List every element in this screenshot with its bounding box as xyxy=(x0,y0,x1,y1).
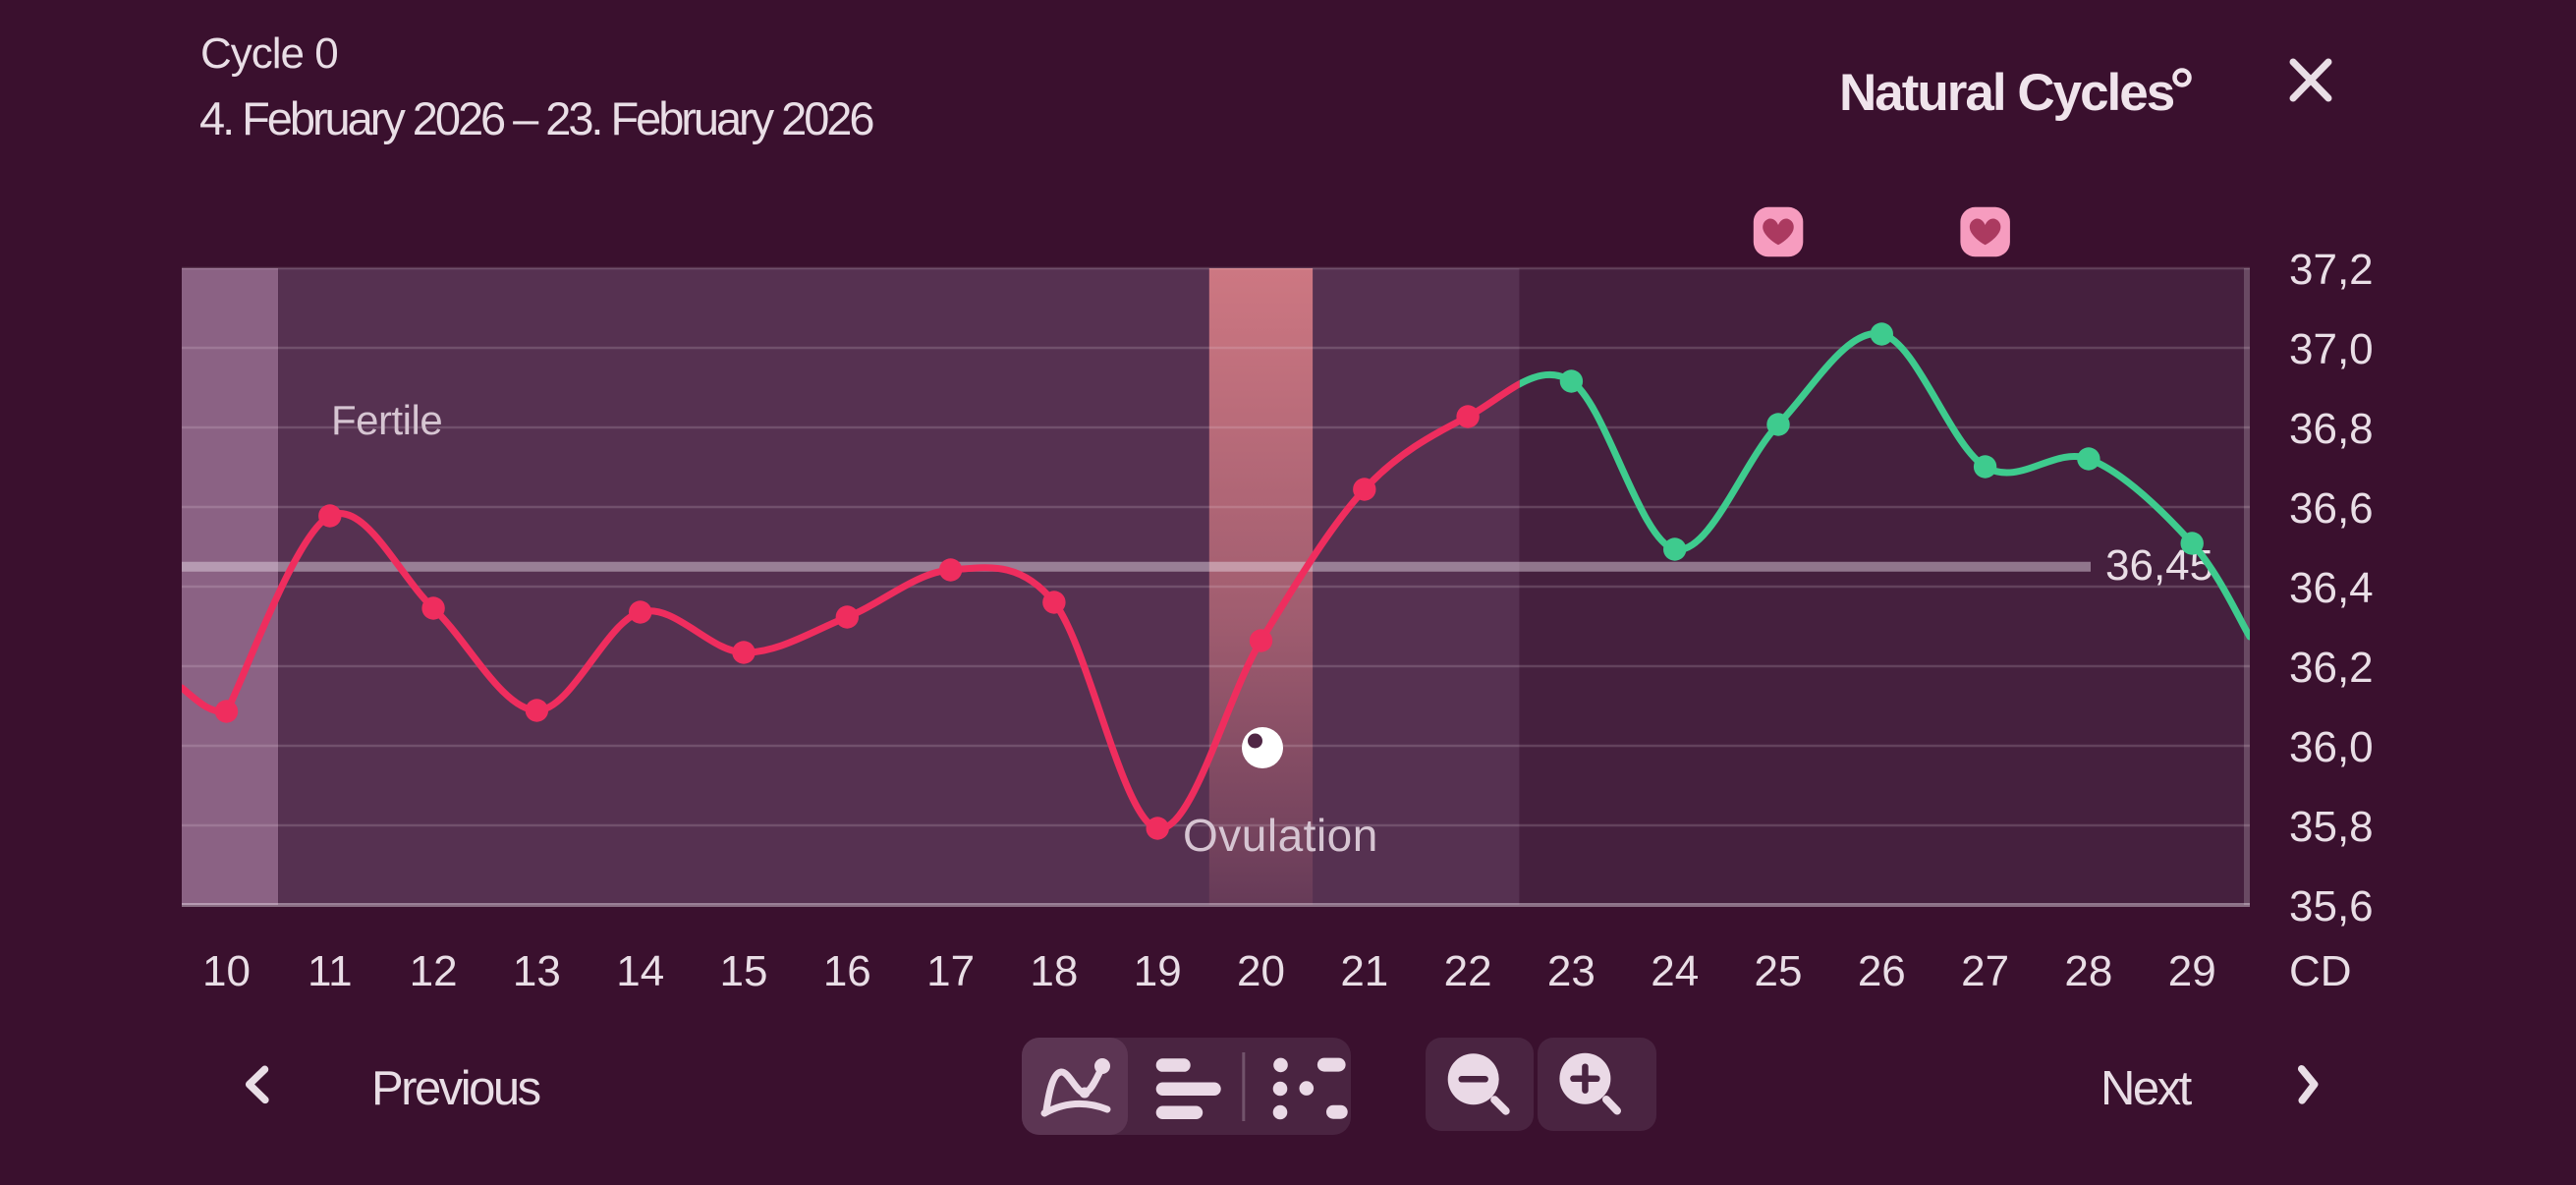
svg-text:21: 21 xyxy=(1340,947,1388,995)
svg-text:18: 18 xyxy=(1030,947,1078,995)
svg-text:12: 12 xyxy=(410,947,458,995)
svg-text:37,0: 37,0 xyxy=(2289,325,2374,373)
svg-text:20: 20 xyxy=(1237,947,1285,995)
svg-text:28: 28 xyxy=(2064,947,2112,995)
svg-text:Cycle 0: Cycle 0 xyxy=(200,29,338,78)
svg-text:15: 15 xyxy=(720,947,768,995)
svg-text:19: 19 xyxy=(1134,947,1182,995)
svg-text:11: 11 xyxy=(308,947,353,995)
svg-text:Natural Cycles: Natural Cycles xyxy=(1839,64,2174,122)
svg-text:22: 22 xyxy=(1444,947,1492,995)
svg-text:Previous: Previous xyxy=(371,1062,540,1115)
svg-text:4. February 2026 – 23. Februar: 4. February 2026 – 23. February 2026 xyxy=(199,92,873,144)
svg-text:36,2: 36,2 xyxy=(2289,644,2374,692)
svg-text:36,6: 36,6 xyxy=(2289,484,2374,533)
svg-text:CD: CD xyxy=(2289,947,2352,995)
svg-text:Fertile: Fertile xyxy=(331,397,442,443)
svg-text:23: 23 xyxy=(1547,947,1596,995)
svg-text:17: 17 xyxy=(926,947,975,995)
svg-text:24: 24 xyxy=(1651,947,1699,995)
svg-text:10: 10 xyxy=(202,947,251,995)
svg-text:36,4: 36,4 xyxy=(2289,564,2374,612)
svg-text:35,8: 35,8 xyxy=(2289,803,2374,851)
svg-text:Ovulation: Ovulation xyxy=(1183,810,1378,861)
svg-text:36,8: 36,8 xyxy=(2289,405,2374,453)
svg-text:25: 25 xyxy=(1755,947,1803,995)
svg-text:13: 13 xyxy=(513,947,561,995)
svg-text:26: 26 xyxy=(1858,947,1906,995)
svg-text:29: 29 xyxy=(2168,947,2216,995)
svg-text:35,6: 35,6 xyxy=(2289,882,2374,931)
svg-text:16: 16 xyxy=(823,947,871,995)
svg-text:36,0: 36,0 xyxy=(2289,723,2374,771)
svg-text:Next: Next xyxy=(2100,1062,2193,1115)
svg-text:37,2: 37,2 xyxy=(2289,246,2374,294)
svg-text:14: 14 xyxy=(616,947,664,995)
svg-text:27: 27 xyxy=(1961,947,2009,995)
